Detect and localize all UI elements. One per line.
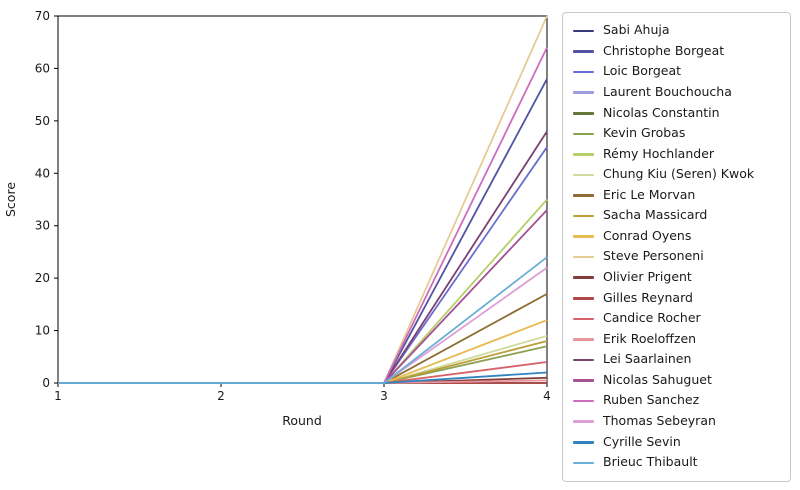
legend-item: Lei Saarlainen [573, 350, 780, 370]
legend-item: Candice Rocher [573, 309, 780, 329]
legend-label: Nicolas Constantin [603, 104, 720, 120]
legend-label: Nicolas Sahuguet [603, 371, 712, 387]
legend-swatch [573, 194, 594, 197]
legend-swatch [573, 338, 594, 341]
legend-label: Loic Borgeat [603, 63, 682, 79]
legend-label: Sabi Ahuja [603, 22, 670, 38]
legend-swatch [573, 276, 594, 280]
legend-swatch [573, 132, 594, 136]
legend-swatch [573, 358, 594, 362]
legend-item: Erik Roeloffzen [573, 329, 780, 349]
series-line [58, 198, 548, 384]
legend-item: Steve Personeni [573, 247, 780, 267]
legend-swatch [573, 91, 594, 94]
legend-swatch [573, 111, 594, 115]
y-tick-label: 50 [35, 114, 50, 128]
legend-label: Ruben Sanchez [603, 392, 700, 408]
legend-swatch [573, 173, 594, 177]
legend-swatch [573, 255, 594, 259]
legend-item: Nicolas Constantin [573, 103, 780, 123]
legend-label: Chung Kiu (Seren) Kwok [603, 166, 755, 182]
legend-swatch [573, 235, 594, 238]
legend-swatch [573, 70, 594, 74]
y-tick-label: 30 [35, 219, 50, 233]
y-tick-label: 60 [35, 61, 50, 75]
y-axis-label: Score [3, 182, 18, 217]
legend-label: Laurent Bouchoucha [603, 83, 732, 99]
legend-label: Lei Saarlainen [603, 351, 692, 367]
legend-swatch [573, 153, 594, 156]
legend-label: Christophe Borgeat [603, 42, 725, 58]
legend-label: Steve Personeni [603, 248, 704, 264]
series-line [58, 293, 548, 384]
y-tick-label: 10 [35, 324, 50, 338]
legend-item: Brieuc Thibault [573, 453, 780, 473]
legend-label: Erik Roeloffzen [603, 330, 697, 346]
series-line [58, 266, 548, 384]
legend-item: Nicolas Sahuguet [573, 371, 780, 391]
x-tick-label: 1 [54, 389, 62, 403]
legend-label: Rémy Hochlander [603, 145, 715, 161]
legend-item: Gilles Reynard [573, 288, 780, 308]
legend-swatch [573, 29, 594, 33]
legend-item: Laurent Bouchoucha [573, 83, 780, 103]
y-tick-label: 20 [35, 271, 50, 285]
legend-item: Christophe Borgeat [573, 42, 780, 62]
legend-item: Eric Le Morvan [573, 186, 780, 206]
y-tick-label: 40 [35, 166, 50, 180]
legend-swatch [573, 461, 594, 465]
legend-swatch [573, 379, 594, 382]
legend-swatch [573, 50, 594, 53]
legend-item: Rémy Hochlander [573, 144, 780, 164]
legend-label: Olivier Prigent [603, 269, 692, 284]
legend-label: Cyrille Sevin [603, 433, 681, 449]
legend-label: Kevin Grobas [603, 125, 686, 141]
legend-item: Conrad Oyens [573, 227, 780, 247]
legend-label: Thomas Sebeyran [603, 412, 716, 428]
legend: Sabi Ahuja Christophe Borgeat Loic Borgeat… [562, 12, 791, 482]
legend-swatch [573, 420, 594, 423]
legend-item: Olivier Prigent [573, 268, 780, 288]
legend-item: Loic Borgeat [573, 62, 780, 82]
legend-swatch [573, 214, 594, 218]
legend-swatch [573, 317, 594, 321]
series-line [58, 78, 548, 384]
legend-label: Conrad Oyens [603, 227, 692, 243]
y-tick-label: 70 [35, 9, 50, 23]
x-axis-label: Round [282, 413, 322, 428]
legend-item: Sacha Massicard [573, 206, 780, 226]
legend-label: Eric Le Morvan [603, 186, 696, 202]
legend-label: Sacha Massicard [603, 207, 708, 223]
legend-label: Candice Rocher [603, 310, 701, 326]
legend-item: Ruben Sanchez [573, 391, 780, 411]
x-tick-label: 3 [380, 389, 388, 403]
y-tick-label: 0 [42, 376, 50, 390]
series-line [58, 319, 548, 384]
legend-item: Kevin Grobas [573, 124, 780, 144]
x-tick-label: 4 [543, 389, 551, 403]
legend-item: Thomas Sebeyran [573, 412, 780, 432]
legend-label: Brieuc Thibault [603, 454, 698, 470]
legend-label: Gilles Reynard [603, 289, 693, 305]
legend-swatch [573, 297, 594, 300]
legend-item: Chung Kiu (Seren) Kwok [573, 165, 780, 185]
legend-item: Cyrille Sevin [573, 432, 780, 452]
series-line [58, 130, 548, 384]
series-lines [58, 15, 548, 384]
legend-swatch [573, 440, 594, 444]
series-line [58, 256, 548, 384]
legend-swatch [573, 399, 594, 403]
x-tick-label: 2 [217, 389, 225, 403]
legend-item: Sabi Ahuja [573, 21, 780, 41]
